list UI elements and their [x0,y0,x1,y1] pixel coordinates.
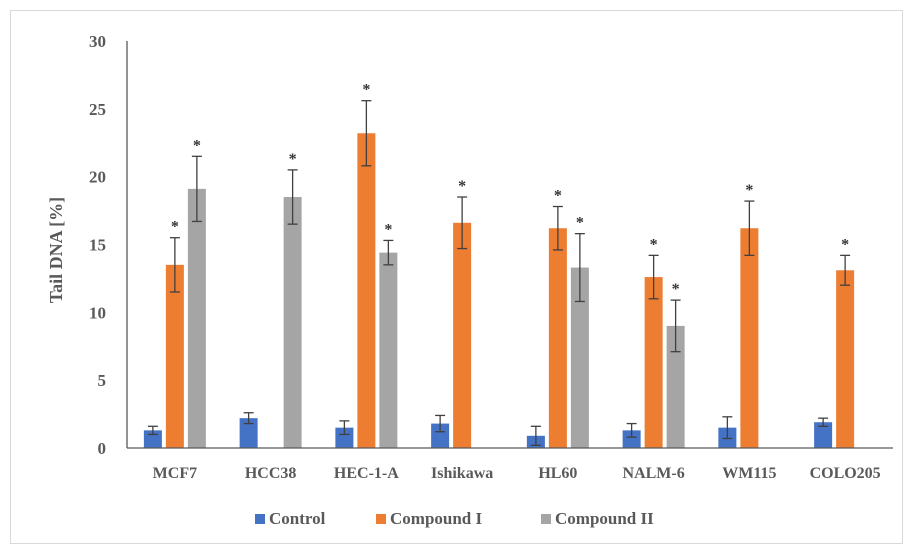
bar [644,277,663,448]
bar [379,252,398,448]
x-tick-label: Ishikawa [431,465,493,482]
x-tick-label: HL60 [538,465,577,482]
x-tick-label: MCF7 [153,465,197,482]
legend-label: Compound I [390,509,483,528]
bar [431,423,450,448]
significance-marker: * [384,221,392,238]
x-axis-ticks: MCF7 HCC38 HEC-1-A Ishikawa HL60 NALM-6 WM115 C… [153,465,881,482]
significance-marker: * [362,82,370,99]
bar [570,267,589,448]
x-tick-label: COLO205 [810,465,881,482]
legend-label: Control [269,509,326,528]
significance-marker: * [841,236,849,253]
significance-marker: * [193,137,201,154]
bar [622,430,641,448]
significance-markers: * * * * * * * * * * * * [171,82,849,298]
y-tick-label: 10 [89,303,106,322]
y-tick-label: 20 [89,168,106,187]
significance-marker: * [576,215,584,232]
legend-swatch [255,514,265,524]
y-axis-ticks: 0 5 10 15 20 25 30 [89,32,106,458]
x-tick-label: HCC38 [245,465,297,482]
x-tick-label: HEC-1-A [334,465,399,482]
bar [165,264,184,448]
significance-marker: * [650,236,658,253]
significance-marker: * [672,281,680,298]
bar [239,418,258,448]
bar [548,228,567,448]
y-tick-label: 25 [89,100,106,119]
bar [187,188,206,449]
bar [814,422,833,448]
bar [283,197,302,448]
y-axis-label: Tail DNA [%] [46,197,66,303]
y-tick-label: 5 [98,371,107,390]
legend-swatch [541,514,551,524]
x-tick-label: WM115 [722,465,776,482]
bar [666,325,685,448]
legend-swatch [376,514,386,524]
significance-marker: * [554,188,562,205]
bars [143,133,855,449]
significance-marker: * [745,182,753,199]
legend-label: Compound II [555,509,654,528]
significance-marker: * [171,219,179,236]
significance-marker: * [458,178,466,195]
y-tick-label: 30 [89,32,106,51]
bar [453,222,472,448]
error-bars [147,100,851,446]
bar [740,228,759,448]
bar [836,270,855,448]
y-tick-label: 15 [89,236,106,255]
significance-marker: * [289,151,297,168]
legend: Control Compound I Compound II [255,509,654,528]
bar [335,427,354,448]
x-tick-label: NALM-6 [623,465,685,482]
y-tick-label: 0 [98,439,107,458]
bar [357,133,376,448]
